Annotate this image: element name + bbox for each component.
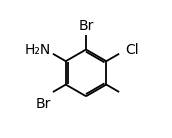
Text: Br: Br — [78, 19, 94, 33]
Text: Br: Br — [35, 97, 51, 111]
Text: Cl: Cl — [125, 43, 138, 57]
Text: H₂N: H₂N — [24, 43, 51, 57]
